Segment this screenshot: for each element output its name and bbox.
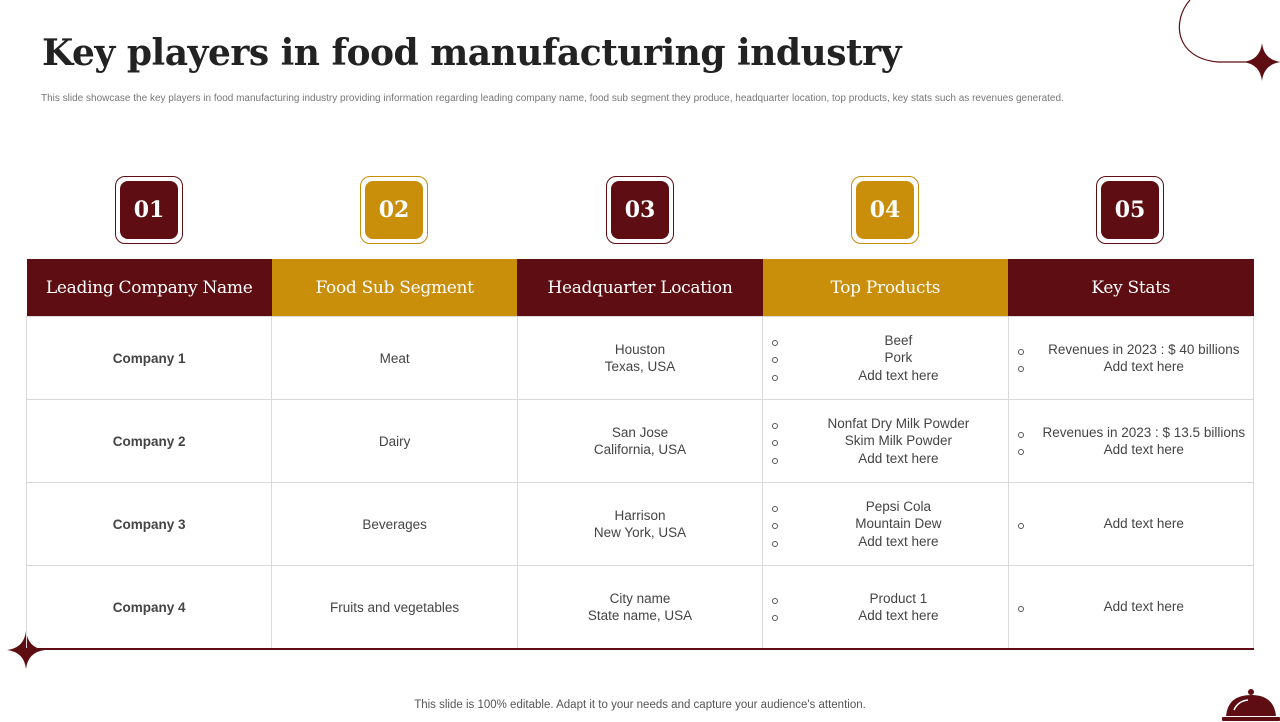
stats-list: Add text here <box>1017 598 1253 616</box>
headquarter-line: Houston <box>614 342 666 357</box>
stats-list: Revenues in 2023 : $ 13.5 billions Add te… <box>1017 424 1253 459</box>
products-cell: Product 1 Add text here <box>762 565 1009 650</box>
headquarter-line: City name <box>609 591 671 606</box>
products-cell: Nonfat Dry Milk Powder Skim Milk Powder Ad… <box>762 399 1009 483</box>
list-item: Pork <box>771 349 1007 367</box>
list-item: Add text here <box>771 450 1007 468</box>
cloche-icon <box>1222 689 1280 721</box>
products-list: Beef Pork Add text here <box>771 332 1007 385</box>
company-name-cell: Company 3 <box>25 482 273 566</box>
table-row: Company 3 Beverages Harrison New York, USA P… <box>25 482 1255 566</box>
headquarter-line: San Jose <box>611 425 669 440</box>
step-number: 02 <box>365 181 423 239</box>
table-row: Company 2 Dairy San Jose California, USA Non… <box>25 399 1255 483</box>
header-headquarter: Headquarter Location <box>517 259 763 317</box>
headquarter-cell: Houston Texas, USA <box>516 316 764 400</box>
table-row: Company 4 Fruits and vegetables City name S… <box>25 565 1255 650</box>
step-badge-01: 01 <box>115 176 183 244</box>
stats-cell: Revenues in 2023 : $ 40 billions Add text… <box>1007 316 1255 400</box>
products-cell: Pepsi Cola Mountain Dew Add text here <box>762 482 1009 566</box>
page-subtitle: This slide showcase the key players in f… <box>41 93 1064 104</box>
list-item: Add text here <box>1017 598 1253 616</box>
step-number: 03 <box>611 181 669 239</box>
list-item: Product 1 <box>771 590 1007 608</box>
headquarter-line: Texas, USA <box>604 359 676 374</box>
stats-cell: Add text here <box>1007 565 1255 650</box>
segment-cell: Dairy <box>271 399 518 483</box>
headquarter-cell: City name State name, USA <box>516 565 764 650</box>
list-item: Add text here <box>771 607 1007 625</box>
step-number: 01 <box>120 181 178 239</box>
step-badge-04: 04 <box>851 176 919 244</box>
products-list: Product 1 Add text here <box>771 590 1007 625</box>
table-header-row: Leading Company Name Food Sub Segment He… <box>26 259 1254 317</box>
list-item: Revenues in 2023 : $ 40 billions <box>1017 341 1253 359</box>
list-item: Add text here <box>1017 358 1253 376</box>
segment-cell: Beverages <box>271 482 518 566</box>
headquarter-line: New York, USA <box>593 525 687 540</box>
corner-arc-decoration <box>1178 0 1264 63</box>
list-item: Add text here <box>1017 515 1253 533</box>
company-name-cell: Company 1 <box>25 316 273 400</box>
step-badge-03: 03 <box>606 176 674 244</box>
list-item: Add text here <box>771 533 1007 551</box>
sparkle-star-icon <box>1243 43 1280 81</box>
key-players-table: Leading Company Name Food Sub Segment He… <box>25 259 1255 650</box>
list-item: Mountain Dew <box>771 515 1007 533</box>
stats-list: Add text here <box>1017 515 1253 533</box>
stats-cell: Add text here <box>1007 482 1255 566</box>
products-cell: Beef Pork Add text here <box>762 316 1009 400</box>
stats-cell: Revenues in 2023 : $ 13.5 billions Add te… <box>1007 399 1255 483</box>
stats-list: Revenues in 2023 : $ 40 billions Add text… <box>1017 341 1253 376</box>
headquarter-line: State name, USA <box>587 608 693 623</box>
headquarter-line: California, USA <box>593 442 687 457</box>
segment-cell: Fruits and vegetables <box>271 565 518 650</box>
segment-cell: Meat <box>271 316 518 400</box>
header-stats: Key Stats <box>1008 259 1254 317</box>
list-item: Pepsi Cola <box>771 498 1007 516</box>
step-number: 04 <box>856 181 914 239</box>
table-row: Company 1 Meat Houston Texas, USA Beef Pork Ad… <box>25 316 1255 400</box>
headquarter-cell: Harrison New York, USA <box>516 482 764 566</box>
header-company: Leading Company Name <box>26 259 272 317</box>
company-name-cell: Company 4 <box>25 565 273 650</box>
products-list: Pepsi Cola Mountain Dew Add text here <box>771 498 1007 551</box>
page-title: Key players in food manufacturing indust… <box>42 32 902 74</box>
list-item: Add text here <box>771 367 1007 385</box>
sparkle-star-icon <box>7 631 45 669</box>
list-item: Skim Milk Powder <box>771 432 1007 450</box>
headquarter-line: Harrison <box>614 508 666 523</box>
footer-note: This slide is 100% editable. Adapt it to… <box>414 699 866 711</box>
header-products: Top Products <box>762 259 1009 317</box>
header-segment: Food Sub Segment <box>271 259 518 317</box>
list-item: Revenues in 2023 : $ 13.5 billions <box>1017 424 1253 442</box>
list-item: Add text here <box>1017 441 1253 459</box>
list-item: Beef <box>771 332 1007 350</box>
step-number: 05 <box>1101 181 1159 239</box>
headquarter-cell: San Jose California, USA <box>516 399 764 483</box>
company-name-cell: Company 2 <box>25 399 273 483</box>
step-badge-05: 05 <box>1096 176 1164 244</box>
step-badge-02: 02 <box>360 176 428 244</box>
products-list: Nonfat Dry Milk Powder Skim Milk Powder Ad… <box>771 415 1007 468</box>
list-item: Nonfat Dry Milk Powder <box>771 415 1007 433</box>
